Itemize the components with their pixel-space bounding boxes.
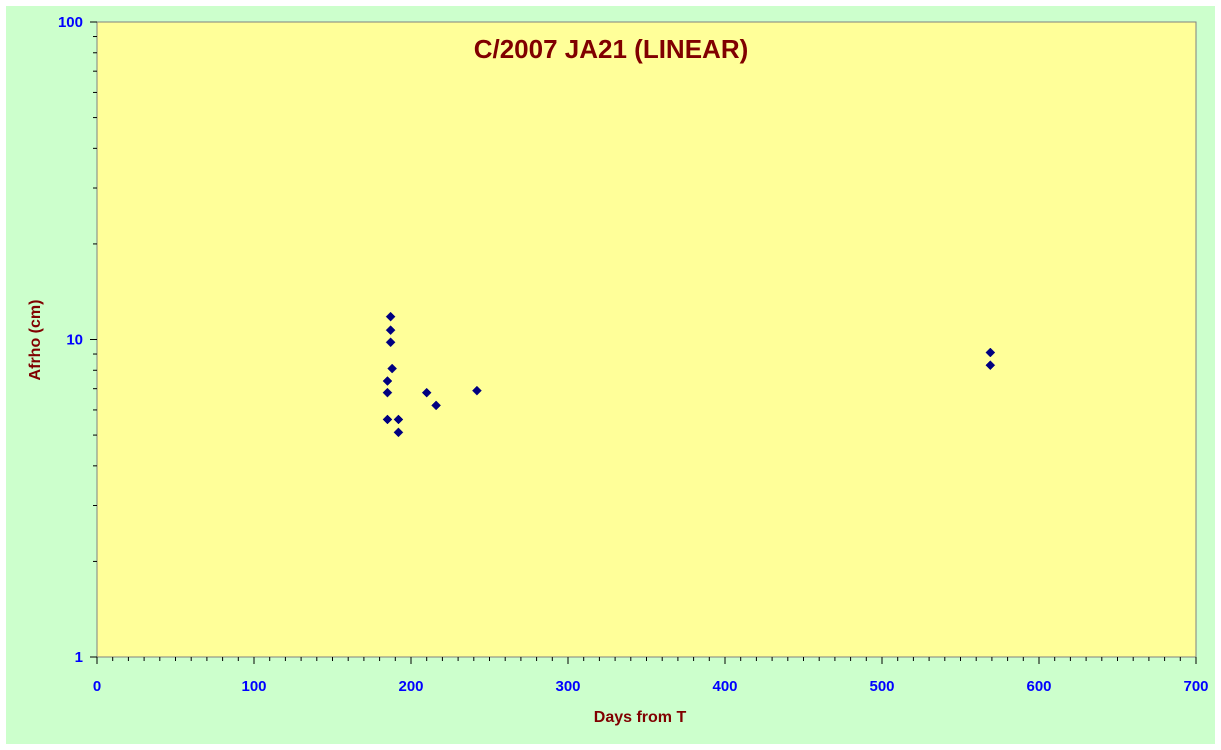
data-point	[385, 325, 396, 336]
data-point	[985, 347, 996, 358]
data-point	[985, 360, 996, 371]
data-point	[382, 414, 393, 425]
data-points	[382, 311, 996, 438]
data-point	[387, 363, 398, 374]
plot-area	[96, 21, 1197, 658]
x-tick-label: 500	[869, 678, 894, 695]
data-point	[431, 400, 441, 411]
y-tick-label: 100	[58, 14, 83, 31]
x-tick-label: 400	[712, 678, 737, 695]
x-tick-label: 200	[398, 678, 423, 695]
y-tick-label: 10	[66, 332, 83, 349]
data-point	[382, 387, 393, 398]
x-tick-label: 600	[1026, 678, 1051, 695]
chart-title: C/2007 JA21 (LINEAR)	[474, 34, 749, 64]
x-tick-label: 700	[1183, 678, 1208, 695]
data-point	[472, 385, 482, 396]
x-tick-label: 100	[241, 678, 266, 695]
y-axis-ticks: 1 10 100	[58, 14, 97, 666]
x-axis-ticks: 0 100 200 300 400 500 600 700	[93, 657, 1209, 695]
data-point	[385, 337, 396, 348]
x-axis-title: Days from T	[594, 709, 687, 726]
data-point	[385, 311, 396, 322]
data-point	[393, 427, 404, 438]
x-tick-label: 300	[555, 678, 580, 695]
y-tick-label: 1	[75, 649, 83, 666]
data-point	[393, 414, 404, 425]
data-point	[421, 387, 432, 398]
data-point	[382, 376, 393, 386]
x-tick-label: 0	[93, 678, 101, 695]
y-axis-title: Afrho (cm)	[27, 300, 44, 381]
